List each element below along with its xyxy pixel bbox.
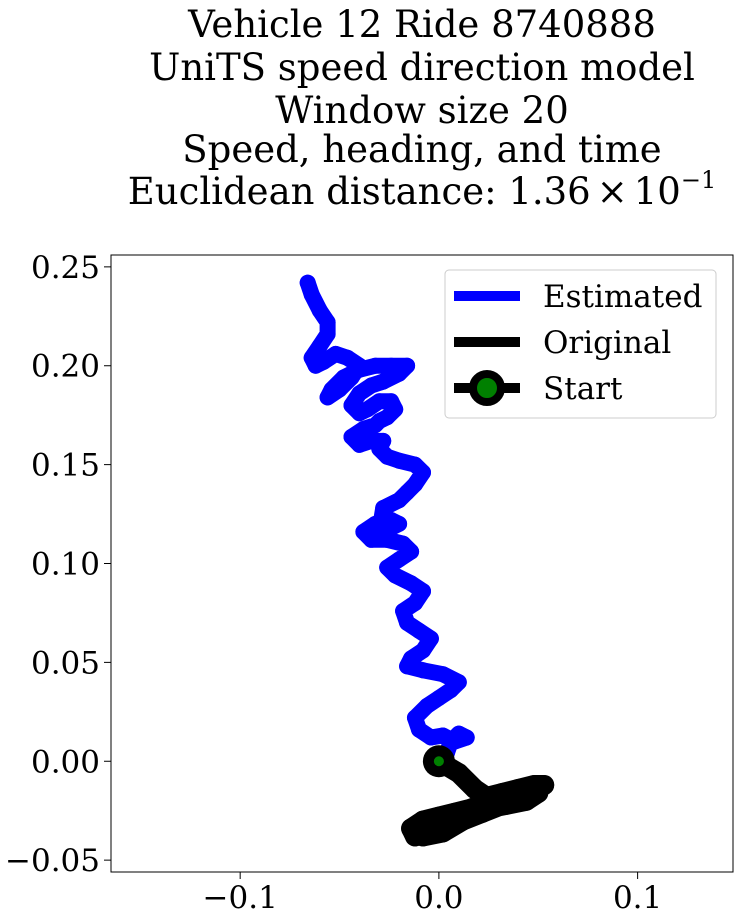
series-layer xyxy=(299,274,555,847)
chart-title: Vehicle 12 Ride 8740888 UniTS speed dire… xyxy=(128,3,716,213)
series-0-point xyxy=(343,428,360,445)
series-0-point xyxy=(415,583,431,600)
series-0-point xyxy=(343,369,360,386)
series-0-point xyxy=(422,630,439,647)
x-axis: −0.1 0.0 0.1 xyxy=(203,872,662,916)
y-tick-label-2: 0.15 xyxy=(31,448,100,484)
series-1-point xyxy=(528,778,549,799)
series-0-point xyxy=(399,357,416,374)
series-0-point xyxy=(415,642,431,659)
series-0-point xyxy=(331,381,348,398)
series-0-point xyxy=(383,393,400,410)
series-1-point xyxy=(452,810,473,831)
series-0-point xyxy=(375,373,392,390)
series-0-point xyxy=(403,575,420,592)
y-tick-label-3: 0.10 xyxy=(31,547,100,583)
series-0-point xyxy=(446,733,463,750)
y-tick-label-6: −0.05 xyxy=(5,843,100,879)
series-0-point xyxy=(319,326,336,343)
series-0-point xyxy=(395,603,412,619)
title-distance-exponent: −1 xyxy=(681,166,716,194)
series-1-point xyxy=(472,802,493,823)
series-1-point xyxy=(492,794,513,815)
series-0-point xyxy=(407,709,423,726)
legend-label-estimated: Estimated xyxy=(543,279,702,315)
series-0-point xyxy=(434,666,451,683)
title-distance-mantissa: 1.36 xyxy=(508,170,590,213)
series-0-point xyxy=(311,338,328,354)
title-distance-prefix: Euclidean distance: xyxy=(128,170,509,213)
legend-label-start: Start xyxy=(543,371,623,407)
series-1-point xyxy=(432,822,453,843)
start-marker-inner xyxy=(433,756,444,767)
series-0-point xyxy=(379,559,396,576)
legend-label-original: Original xyxy=(543,325,671,361)
title-distance-times: × xyxy=(597,170,628,213)
y-tick-label-5: 0.00 xyxy=(31,744,100,780)
legend-box xyxy=(444,269,717,419)
title-line-5: Euclidean distance: 1.36 × 10−1 xyxy=(128,166,716,213)
y-axis: 0.25 0.20 0.15 0.10 0.05 0.00 −0.05 xyxy=(5,250,111,879)
series-0-point xyxy=(319,314,336,331)
series-0-point xyxy=(351,357,368,374)
title-line-1: Vehicle 12 Ride 8740888 xyxy=(187,3,656,46)
title-line-3: Window size 20 xyxy=(275,89,569,132)
series-0-point xyxy=(450,674,467,691)
x-tick-label-1: 0.0 xyxy=(414,880,463,916)
series-0-point xyxy=(391,551,408,568)
x-tick-label-0: −0.1 xyxy=(203,880,278,916)
series-0-point xyxy=(407,456,423,473)
series-0-point xyxy=(434,727,451,744)
series-0-point xyxy=(355,523,372,540)
legend: Estimated Original Start xyxy=(444,269,717,419)
series-0-point xyxy=(311,302,328,319)
y-tick-label-1: 0.20 xyxy=(31,349,100,385)
legend-swatch-start-marker xyxy=(469,370,505,406)
series-0-point xyxy=(395,535,412,552)
series-0-point xyxy=(430,690,447,706)
y-tick-label-4: 0.05 xyxy=(31,645,100,681)
series-1-point xyxy=(512,786,533,807)
series-0-point xyxy=(351,385,368,402)
series-1-point xyxy=(413,826,433,847)
title-line-2: UniTS speed direction model xyxy=(149,46,695,89)
series-0-point xyxy=(375,432,392,449)
title-line-4: Speed, heading, and time xyxy=(182,128,661,171)
plot-area xyxy=(110,254,734,873)
series-0-point xyxy=(415,662,431,679)
series-0-point xyxy=(407,595,423,612)
series-0-point xyxy=(319,389,336,406)
series-0-point xyxy=(403,650,420,667)
series-0-point xyxy=(343,397,360,414)
series-0-point xyxy=(419,697,435,714)
series-0-point xyxy=(303,349,320,366)
series-0-point xyxy=(407,476,423,493)
series-0-point xyxy=(375,500,392,517)
title-distance-base: 10 xyxy=(634,170,681,213)
series-0-point xyxy=(422,729,439,746)
series-0-point xyxy=(299,274,316,291)
series-0-point xyxy=(367,357,384,374)
series-0-point xyxy=(411,622,427,639)
series-0-point xyxy=(371,393,388,410)
x-tick-label-2: 0.1 xyxy=(613,880,662,916)
series-1-point xyxy=(448,763,469,784)
y-tick-label-0: 0.25 xyxy=(31,250,100,286)
series-0-point xyxy=(383,357,400,374)
series-0-point xyxy=(327,345,344,362)
series-0-point xyxy=(371,523,388,540)
